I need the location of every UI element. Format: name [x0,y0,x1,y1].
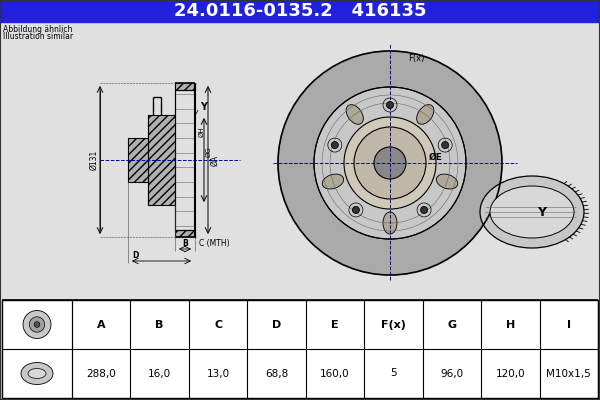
Bar [175,83,195,90]
Circle shape [354,127,426,199]
Circle shape [23,310,51,338]
Bar [148,115,175,205]
Text: M10x1,5: M10x1,5 [547,368,591,378]
Ellipse shape [436,174,458,189]
Text: ØE: ØE [429,152,443,162]
Circle shape [352,206,359,214]
Text: 120,0: 120,0 [496,368,525,378]
Text: Illustration similar: Illustration similar [3,32,73,41]
Circle shape [331,142,338,148]
Circle shape [386,102,394,108]
Bar [2,300,598,398]
Text: 13,0: 13,0 [206,368,230,378]
Bar [128,138,148,182]
Text: G: G [448,320,457,330]
Text: ØA: ØA [210,154,219,166]
Text: 24.0116-0135.2   416135: 24.0116-0135.2 416135 [174,2,426,20]
Text: B: B [155,320,164,330]
Text: E: E [331,320,339,330]
Text: 96,0: 96,0 [440,368,463,378]
Text: Y: Y [538,206,547,218]
Text: I: I [567,320,571,330]
Text: C (MTH): C (MTH) [199,239,230,248]
Text: B: B [182,239,188,248]
Text: 160,0: 160,0 [320,368,350,378]
Text: ØG: ØG [206,147,212,157]
Circle shape [314,87,466,239]
Bar [0,0,600,22]
Ellipse shape [416,105,434,124]
Text: H: H [506,320,515,330]
Ellipse shape [490,186,574,238]
Ellipse shape [21,362,53,384]
Text: F(x): F(x) [408,54,424,64]
Circle shape [421,206,428,214]
Text: Ø131: Ø131 [89,150,98,170]
Text: ØH: ØH [199,127,205,137]
Text: D: D [272,320,281,330]
Circle shape [442,142,449,148]
Ellipse shape [322,174,344,189]
Text: C: C [214,320,222,330]
Circle shape [34,322,40,327]
Ellipse shape [346,105,364,124]
Text: 288,0: 288,0 [86,368,116,378]
Ellipse shape [480,176,584,248]
Circle shape [374,147,406,179]
Text: 68,8: 68,8 [265,368,288,378]
Text: A: A [97,320,106,330]
Text: 5: 5 [390,368,397,378]
Text: F(x): F(x) [381,320,406,330]
Circle shape [29,317,45,332]
Ellipse shape [383,212,397,234]
Text: Abbildung ähnlich: Abbildung ähnlich [3,25,73,34]
Text: Y: Y [200,102,207,112]
Text: 16,0: 16,0 [148,368,171,378]
Circle shape [344,117,436,209]
Bar [0,22,600,300]
Ellipse shape [28,368,46,378]
Bar [175,230,195,237]
Text: D: D [132,251,139,260]
